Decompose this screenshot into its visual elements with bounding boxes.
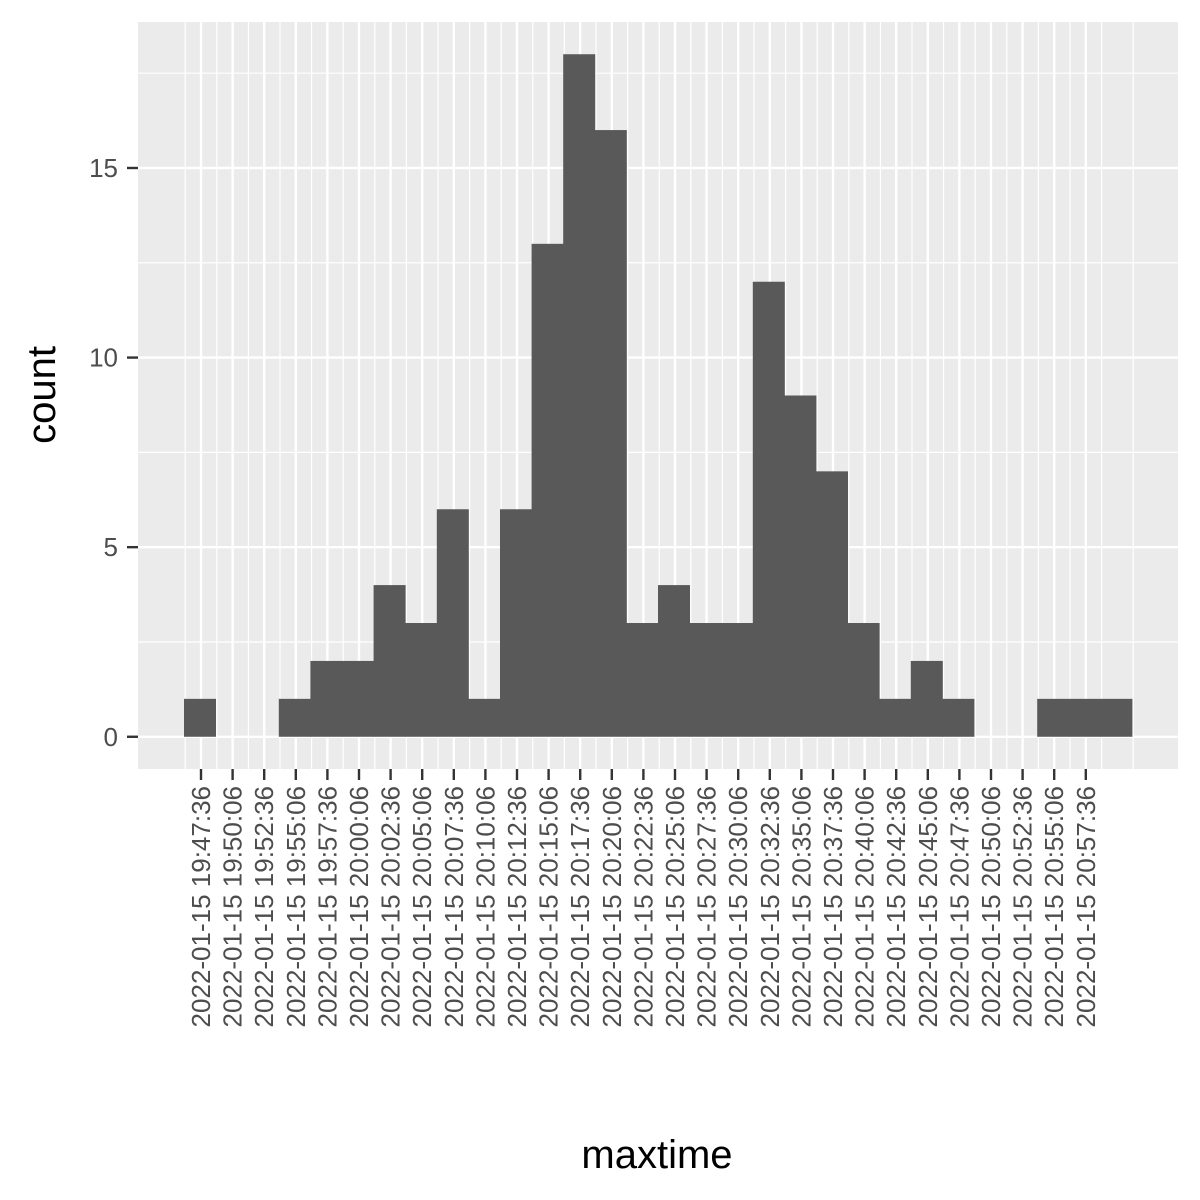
x-tick-label: 2022-01-15 20:57:36: [1071, 786, 1101, 1027]
x-tick-label: 2022-01-15 20:52:36: [1008, 786, 1038, 1027]
x-tick-label: 2022-01-15 20:50:06: [976, 786, 1006, 1027]
x-tick-label: 2022-01-15 20:42:36: [881, 786, 911, 1027]
histogram-bar: [1100, 698, 1133, 737]
x-tick-label: 2022-01-15 19:57:36: [312, 786, 342, 1027]
x-tick-label: 2022-01-15 20:20:06: [597, 786, 627, 1027]
histogram-bar: [910, 660, 943, 737]
histogram-bar: [373, 585, 406, 737]
x-tick-label: 2022-01-15 20:40:06: [850, 786, 880, 1027]
x-tick-label: 2022-01-15 20:32:36: [755, 786, 785, 1027]
histogram-bar: [689, 623, 722, 737]
y-axis: 0 5 10 15: [89, 153, 138, 752]
x-tick-label: 2022-01-15 19:50:06: [218, 786, 248, 1027]
x-tick-label: 2022-01-15 19:55:06: [281, 786, 311, 1027]
histogram-bar: [816, 471, 848, 737]
bars: [184, 54, 1133, 737]
x-tick-label: 2022-01-15 20:47:36: [944, 786, 974, 1027]
histogram-bar: [658, 585, 690, 737]
histogram-bar: [942, 698, 975, 737]
x-tick-label: 2022-01-15 20:17:36: [565, 786, 595, 1027]
histogram-bar: [278, 698, 311, 737]
x-tick-label: 2022-01-15 20:30:06: [723, 786, 753, 1027]
histogram-bar: [594, 130, 627, 737]
x-tick-label: 2022-01-15 20:37:36: [818, 786, 848, 1027]
y-tick-label: 5: [104, 532, 118, 562]
x-tick-label: 2022-01-15 20:02:36: [376, 786, 406, 1027]
histogram-bar: [184, 698, 216, 737]
histogram-bar: [784, 395, 817, 737]
histogram-bar: [531, 243, 564, 737]
x-tick-label: 2022-01-15 20:35:06: [786, 786, 816, 1027]
y-tick-label: 0: [104, 722, 118, 752]
x-tick-label: 2022-01-15 20:00:06: [344, 786, 374, 1027]
x-tick-label: 2022-01-15 20:07:36: [439, 786, 469, 1027]
histogram-bar: [405, 623, 438, 737]
histogram-bar: [1068, 698, 1101, 737]
histogram-bar: [847, 623, 880, 737]
x-axis: 2022-01-15 19:47:36 2022-01-15 19:50:06 20…: [186, 769, 1101, 1027]
y-tick-label: 15: [89, 153, 118, 183]
histogram-bar: [721, 623, 754, 737]
x-tick-label: 2022-01-15 19:52:36: [249, 786, 279, 1027]
x-tick-label: 2022-01-15 20:25:06: [660, 786, 690, 1027]
histogram-bar: [879, 698, 912, 737]
histogram-bar: [563, 54, 596, 737]
histogram-bar: [752, 281, 785, 737]
x-tick-label: 2022-01-15 20:15:06: [534, 786, 564, 1027]
histogram-bar: [626, 623, 659, 737]
x-axis-title: maxtime: [581, 1133, 732, 1177]
x-tick-label: 2022-01-15 20:12:36: [502, 786, 532, 1027]
x-tick-label: 2022-01-15 19:47:36: [186, 786, 216, 1027]
y-tick-label: 10: [89, 343, 118, 373]
histogram-bar: [310, 660, 343, 737]
x-tick-label: 2022-01-15 20:22:36: [628, 786, 658, 1027]
histogram-bar: [468, 698, 501, 737]
x-tick-label: 2022-01-15 20:10:06: [470, 786, 500, 1027]
histogram-bar: [436, 509, 469, 737]
x-tick-label: 2022-01-15 20:55:06: [1039, 786, 1069, 1027]
x-tick-label: 2022-01-15 20:05:06: [407, 786, 437, 1027]
x-tick-label: 2022-01-15 20:27:36: [692, 786, 722, 1027]
histogram-bar: [1037, 698, 1070, 737]
x-tick-label: 2022-01-15 20:45:06: [913, 786, 943, 1027]
histogram-bar: [342, 660, 374, 737]
histogram-bar: [500, 509, 532, 737]
y-axis-title: count: [20, 346, 64, 444]
